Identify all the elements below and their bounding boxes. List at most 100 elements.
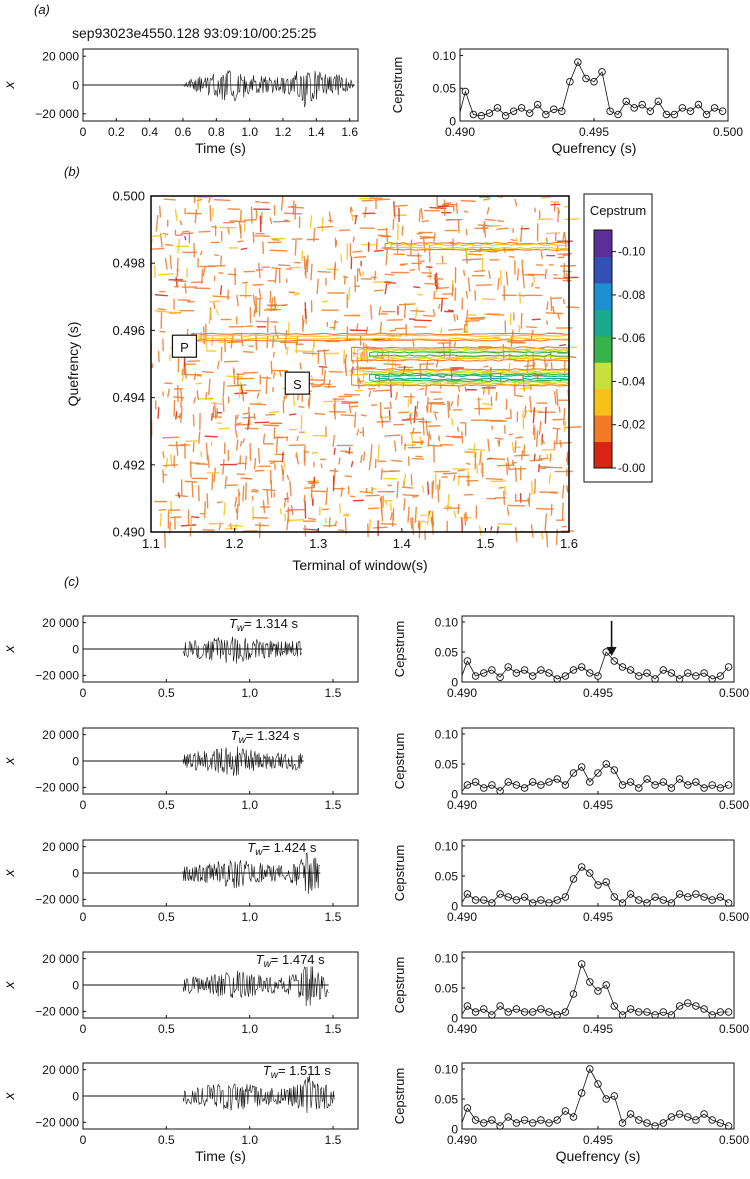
contour-segment	[328, 219, 333, 222]
contour-segment	[310, 263, 313, 281]
cepstrum-point	[626, 666, 635, 674]
contour-segment	[418, 521, 421, 539]
contour-segment	[413, 286, 421, 289]
contour-segment	[506, 506, 510, 516]
contour-segment	[380, 506, 384, 522]
x-tick-label: 1.4	[393, 536, 411, 551]
cepstrum-point	[659, 1119, 668, 1127]
contour-segment	[194, 209, 198, 224]
contour-segment	[371, 487, 377, 490]
contour-segment	[360, 454, 363, 464]
contour-segment	[419, 236, 435, 240]
contour-segment	[262, 241, 265, 255]
phase-marker-box	[171, 334, 198, 358]
phase-marker-label: S	[293, 377, 302, 392]
contour-segment	[496, 464, 515, 467]
colorbar-swatch	[594, 256, 612, 284]
x-tick-label: 0.500	[719, 1022, 749, 1036]
contour-segment	[359, 431, 365, 434]
cepstrum-point	[618, 781, 627, 789]
cepstrum-point	[558, 107, 566, 115]
contour-segment	[542, 439, 545, 444]
contour-segment	[229, 220, 246, 223]
y-tick-label: 0	[72, 1089, 79, 1103]
contour-segment	[214, 254, 219, 257]
contour-segment	[304, 258, 308, 276]
contour-segment	[508, 433, 513, 436]
x-tick-label: 0	[80, 125, 87, 139]
x-tick-label: 1.2	[275, 125, 292, 139]
contour-segment	[196, 340, 208, 343]
contour-segment	[538, 454, 541, 461]
contour-segment	[308, 481, 320, 485]
contour-segment	[451, 417, 454, 426]
cepstrum-point	[716, 1119, 725, 1127]
contour-segment	[177, 299, 191, 302]
cepstrum-point	[477, 112, 486, 120]
x-tick-label: 0.490	[447, 1022, 477, 1036]
contour-segment	[281, 464, 284, 476]
contour-segment	[236, 503, 239, 521]
cepstrum-point	[485, 109, 494, 117]
cepstrum-point	[493, 104, 502, 112]
cepstrum-point	[606, 107, 614, 115]
y-axis-label: Cepstrum	[392, 1068, 407, 1124]
contour-segment	[373, 289, 384, 292]
y-axis-label: x	[1, 1092, 17, 1101]
contour-segment	[369, 304, 373, 320]
contour-segment	[478, 525, 482, 537]
contour-segment	[565, 273, 569, 283]
contour-segment	[544, 268, 548, 280]
contour-segment	[258, 288, 262, 298]
contour-segment	[213, 199, 231, 202]
contour-segment	[339, 450, 351, 453]
contour-segment	[473, 270, 486, 273]
contour-segment	[463, 513, 467, 526]
contour-segment	[416, 520, 427, 523]
cepstrum-point	[635, 672, 643, 680]
cepstrum-point	[463, 890, 472, 898]
contour-segment	[565, 452, 569, 463]
cepstrum-line	[461, 763, 729, 792]
x-tick-label: 0.2	[108, 125, 125, 139]
contour-segment	[429, 434, 432, 440]
cepstrum-point	[626, 1005, 635, 1013]
cepstrum-point	[675, 1110, 684, 1118]
contour-segment	[419, 387, 425, 391]
x-tick-label: 0	[80, 798, 87, 812]
cepstrum-point	[582, 74, 590, 83]
contour-segment	[463, 269, 466, 277]
colorbar-swatch	[594, 335, 612, 363]
contour-segment	[239, 441, 243, 447]
contour-segment	[402, 494, 420, 497]
cepstrum-point	[618, 1119, 627, 1127]
panel-label-c: (c)	[64, 574, 79, 589]
contour-segment	[316, 278, 319, 295]
contour-segment	[190, 281, 204, 284]
cepstrum-point	[471, 1008, 480, 1016]
cepstrum-point	[724, 1008, 733, 1016]
contour-segment	[538, 420, 542, 436]
x-tick-label: 0.5	[158, 686, 175, 700]
phase-marker-label: P	[180, 340, 189, 355]
contour-segment	[490, 526, 493, 531]
colorbar-outline	[593, 229, 613, 469]
contour-segment	[303, 445, 306, 463]
contour-segment	[511, 442, 515, 453]
contour-segment	[468, 316, 486, 319]
contour-segment	[286, 474, 290, 480]
contour-segment	[432, 411, 439, 414]
y-tick-label: 20 000	[42, 728, 79, 742]
cepstrum-point	[692, 890, 700, 898]
contour-segment	[358, 268, 362, 277]
cepstrum-point	[659, 896, 668, 904]
contour-segment	[508, 467, 527, 471]
cepstrum-point	[553, 1116, 561, 1124]
cepstrum-point	[638, 100, 646, 109]
cepstrum-point	[708, 781, 716, 789]
waveform-trace	[182, 746, 304, 776]
cepstrum-point	[577, 960, 586, 968]
cepstrum-point	[480, 1005, 488, 1013]
contour-segment	[401, 225, 404, 236]
